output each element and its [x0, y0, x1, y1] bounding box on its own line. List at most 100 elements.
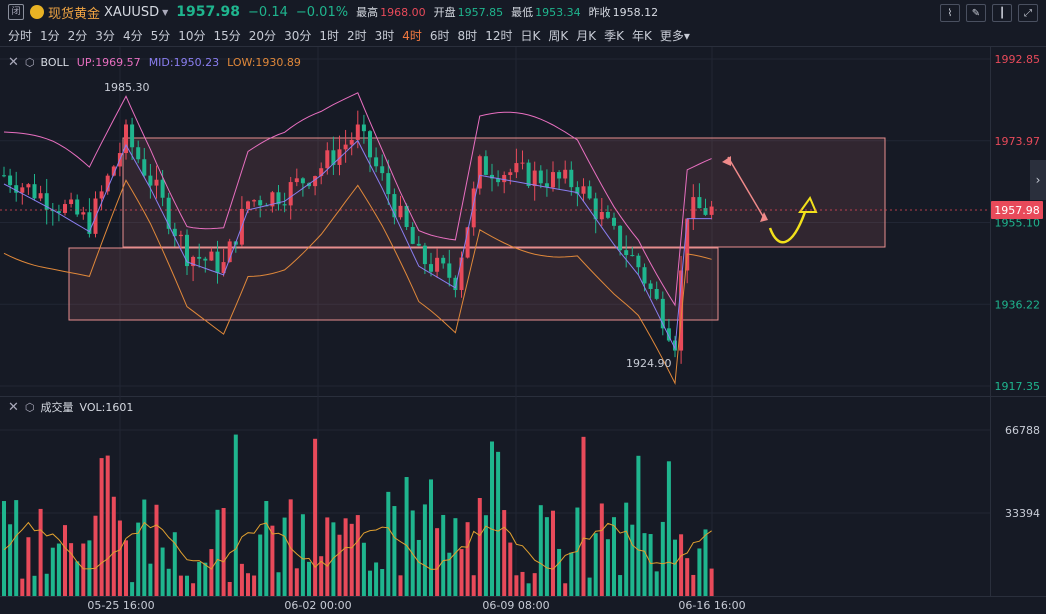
period-tab[interactable]: 2分 — [67, 28, 88, 43]
candle-body — [215, 251, 220, 274]
price-change-pct: −0.01% — [295, 4, 349, 20]
candle-body — [355, 124, 360, 140]
period-tab[interactable]: 周K — [548, 28, 569, 43]
low-value: 1953.34 — [535, 5, 581, 19]
candle-body — [453, 277, 458, 291]
period-tab[interactable]: 1时 — [319, 28, 339, 43]
candle-body — [435, 257, 440, 272]
candle-body — [404, 205, 409, 227]
volume-bar — [520, 571, 525, 596]
period-tab[interactable]: 季K — [604, 28, 624, 43]
period-selector: 分时 1分 2分 3分 4分 5分 10分 15分 20分 30分 1时 2时 3时 4时 6时 8时 12时日… — [0, 25, 690, 45]
period-tab[interactable]: 2时 — [346, 28, 367, 43]
volume-bar — [331, 522, 336, 596]
instrument-symbol[interactable]: XAUUSD — [104, 4, 160, 20]
volume-bar — [300, 514, 305, 596]
candle-body — [520, 162, 525, 164]
period-tab[interactable]: 5分 — [150, 28, 171, 43]
fullscreen-icon[interactable]: ⤢ — [1018, 4, 1038, 22]
period-tab[interactable]: 更多▾ — [659, 28, 690, 43]
candle-body — [593, 198, 598, 220]
period-tab[interactable]: 月K — [576, 28, 597, 43]
candle-body — [429, 264, 433, 272]
candle-body — [648, 283, 653, 289]
volume-legend: ✕ ⬡ 成交量 VOL:1601 — [8, 399, 133, 415]
close-icon[interactable]: ✕ — [8, 399, 19, 415]
candle-body — [307, 183, 311, 187]
volume-bar — [398, 575, 403, 596]
period-tab[interactable]: 10分 — [178, 28, 206, 43]
candle-body — [209, 251, 214, 261]
boll-up-line — [3, 92, 712, 307]
volume-bar — [282, 517, 287, 596]
period-tab[interactable]: 4分 — [122, 28, 143, 43]
period-tab[interactable]: 日K — [520, 28, 541, 43]
volume-bar — [276, 572, 281, 596]
candle-body — [148, 175, 153, 186]
candle-body — [465, 227, 470, 258]
candle-body — [14, 185, 19, 193]
volume-bar — [148, 563, 153, 596]
settings-icon[interactable]: ⬡ — [24, 400, 35, 414]
last-price: 1957.98 — [176, 4, 241, 20]
candle-body — [526, 162, 531, 187]
period-tab[interactable]: 3时 — [374, 28, 395, 43]
volume-bar — [544, 517, 549, 596]
volume-bar — [349, 523, 354, 596]
time-label: 06-16 16:00 — [678, 599, 745, 612]
line-chart-icon[interactable]: ⌇ — [940, 4, 960, 22]
chevron-down-icon[interactable]: ▼ — [162, 7, 169, 17]
period-tab[interactable]: 30分 — [284, 28, 312, 43]
volume-bar — [551, 510, 555, 596]
volume-bar — [593, 533, 598, 596]
boll-legend: ✕ ⬡ BOLL UP:1969.57 MID:1950.23 LOW:1930… — [8, 55, 301, 70]
candle-body — [166, 197, 171, 229]
candle-body — [447, 263, 452, 278]
low-label: 最低 — [511, 6, 534, 19]
candle-body — [337, 149, 342, 165]
candle-body — [349, 139, 354, 145]
period-tab[interactable]: 年K — [631, 28, 652, 43]
candle-body — [172, 228, 177, 237]
candle-body — [111, 166, 116, 176]
candle-body — [599, 212, 604, 220]
period-tab[interactable]: 分时 — [8, 28, 33, 43]
chevron-right-icon[interactable]: › — [1030, 160, 1046, 200]
volume-bar — [142, 499, 147, 596]
volume-bar — [508, 542, 513, 596]
high-label: 最高 — [356, 6, 379, 19]
time-label: 05-25 16:00 — [87, 599, 154, 612]
volume-bar — [465, 522, 470, 596]
period-tab[interactable]: 15分 — [213, 28, 241, 43]
volume-bar — [422, 504, 427, 596]
volume-bar — [447, 552, 452, 596]
volume-bar — [239, 563, 244, 596]
boll-low-line — [3, 179, 712, 385]
period-tab[interactable]: 4时 — [402, 28, 422, 43]
period-tab[interactable]: 6时 — [429, 28, 450, 43]
pen-icon[interactable]: ✎ — [966, 4, 986, 22]
lock-icon[interactable]: 闭 — [8, 4, 24, 20]
candle-body — [160, 179, 165, 198]
volume-bar — [496, 451, 501, 596]
candle-body — [544, 183, 549, 188]
period-tab[interactable]: 8时 — [457, 28, 478, 43]
prev-close-label: 昨收 — [588, 6, 611, 19]
candle-body — [99, 191, 104, 199]
candle-body — [569, 169, 574, 188]
candle-body — [514, 163, 519, 173]
settings-icon[interactable]: ⬡ — [24, 56, 35, 69]
period-tab[interactable]: 3分 — [95, 28, 115, 43]
candle-body — [691, 197, 696, 219]
period-tab[interactable]: 20分 — [248, 28, 277, 43]
volume-bar — [294, 568, 299, 596]
period-tab[interactable]: 1分 — [40, 28, 60, 43]
close-icon[interactable]: ✕ — [8, 55, 19, 70]
volume-bar — [185, 575, 189, 596]
candlestick-icon[interactable]: ┃ — [992, 4, 1012, 22]
volume-bar — [459, 549, 464, 596]
candle-body — [258, 200, 263, 206]
volume-bar — [166, 568, 171, 596]
period-tab[interactable]: 12时 — [485, 28, 513, 43]
